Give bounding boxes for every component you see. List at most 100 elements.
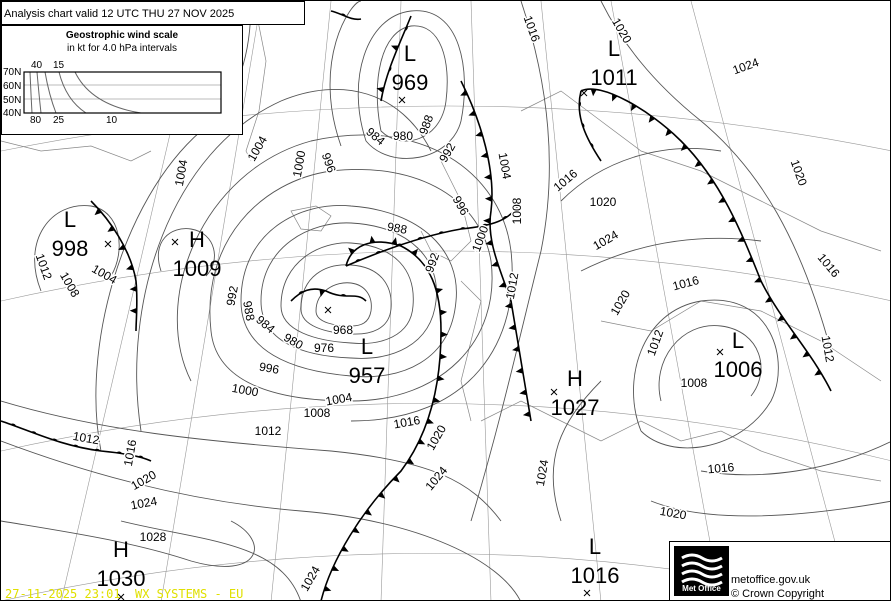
isobar-label: 1016: [707, 460, 735, 476]
cold-front-triangle: [125, 264, 134, 271]
cold-front-triangle: [484, 195, 492, 202]
isobar: [1, 400, 502, 522]
cold-front-triangle: [426, 418, 434, 424]
cold-front-triangle: [417, 438, 426, 445]
isobar: [552, 380, 602, 522]
cold-front-triangle: [789, 332, 798, 340]
isobar-label: 980: [281, 330, 306, 352]
scale-speed: 80: [30, 115, 42, 126]
coastline: [480, 400, 882, 482]
isobar-label: 1012: [644, 327, 666, 357]
cold-front-triangle: [590, 89, 597, 97]
cold-front-triangle: [648, 115, 656, 123]
cold-front-triangle: [515, 367, 524, 374]
isobar-label: 992: [422, 251, 442, 275]
cold-front-triangle: [94, 208, 102, 216]
cold-front-triangle: [612, 93, 618, 102]
isobar: [157, 228, 215, 277]
isobar-label: 1020: [129, 467, 159, 493]
isobar-label: 1016: [551, 166, 581, 194]
cold-front-triangle: [440, 331, 448, 338]
cold-front: [90, 200, 138, 332]
isobar: [176, 134, 513, 422]
grid-line: [1, 250, 890, 302]
centre-cross-icon: [580, 89, 588, 97]
isobar: [560, 148, 722, 202]
coastline: [420, 160, 472, 262]
cold-front-triangle: [491, 261, 499, 267]
low-symbol: L: [361, 334, 373, 359]
isobar: [700, 441, 890, 476]
isobar: [300, 264, 392, 335]
cold-front-triangle: [764, 296, 773, 303]
isobar: [34, 205, 120, 292]
grid-line: [610, 1, 721, 600]
isobar-label: 1024: [591, 227, 621, 253]
central-pressure: 969: [392, 70, 429, 95]
cold-front-triangle: [480, 152, 489, 159]
isobar: [95, 1, 252, 452]
isobar: [209, 169, 493, 402]
cold-front-triangle: [376, 86, 385, 93]
chart-title: Analysis chart valid 12 UTC THU 27 NOV 2…: [1, 1, 305, 25]
warm-front-semicircle: [590, 142, 594, 149]
coastline: [245, 10, 267, 162]
isobar-label: 1020: [659, 504, 688, 522]
isobar-label: 1004: [89, 262, 119, 288]
central-pressure: 1027: [551, 395, 600, 420]
low-symbol: L: [608, 36, 620, 61]
cold-front-triangle: [460, 90, 468, 96]
isobar-label: 1020: [608, 287, 634, 317]
centre-cross-icon: [117, 593, 125, 600]
central-pressure: 1016: [571, 563, 620, 588]
cold-front-triangle: [522, 411, 531, 417]
isobar-label: 1016: [392, 413, 421, 431]
scale-speed: 15: [53, 60, 65, 71]
copyright: © Crown Copyright: [731, 588, 825, 600]
cold-front-triangle: [439, 353, 448, 360]
met-office-branding: Met Office metoffice.gov.uk © Crown Copy…: [669, 541, 890, 600]
cold-front-triangle: [630, 103, 637, 112]
coastline: [290, 205, 332, 232]
cold-front-triangle: [426, 267, 434, 274]
cold-front-triangle: [392, 475, 400, 483]
isobar-label: 1024: [422, 463, 450, 493]
warm-front-semicircle: [116, 451, 123, 454]
coastlines: [1, 10, 882, 482]
isobar-label: 1000: [231, 381, 260, 399]
isobar-label: 988: [416, 113, 436, 137]
cold-front-triangle: [737, 236, 745, 242]
coastline: [1, 140, 152, 162]
isobar-label: 1004: [496, 151, 514, 180]
fronts: [1, 10, 832, 600]
isobar-label: 1012: [72, 429, 101, 447]
central-pressure: 1009: [173, 256, 222, 281]
isobar: [315, 282, 372, 327]
warm-front-semicircle: [388, 65, 392, 72]
isobar-label: 1024: [731, 55, 761, 77]
warm-front-semicircle: [579, 100, 581, 107]
isobar-label: 996: [319, 151, 339, 175]
centre-cross-icon: [171, 238, 179, 246]
isobar: [600, 1, 832, 352]
warm-front-semicircle: [298, 291, 304, 295]
warm-front-semicircle: [396, 243, 402, 247]
isobar: [1, 520, 255, 567]
central-pressure: 1030: [97, 566, 146, 591]
cold-front-triangle: [504, 302, 513, 309]
cold-front-triangle: [129, 285, 137, 292]
isobar-label: 1012: [503, 271, 521, 300]
cold-front-triangle: [508, 324, 516, 331]
centre-cross-icon: [716, 348, 724, 356]
wind-scale-title: Geostrophic wind scale: [65, 30, 179, 41]
wind-scale-graph: [23, 71, 222, 114]
scale-lat: 70N: [3, 67, 22, 78]
website-link[interactable]: metoffice.gov.uk: [731, 574, 811, 586]
isobar: [260, 222, 437, 359]
centre-cross-icon: [583, 589, 591, 597]
cold-front-triangle: [341, 545, 349, 552]
scale-lat: 60N: [3, 81, 22, 92]
grid-line: [161, 1, 262, 600]
isobar-label: 1004: [172, 158, 190, 187]
